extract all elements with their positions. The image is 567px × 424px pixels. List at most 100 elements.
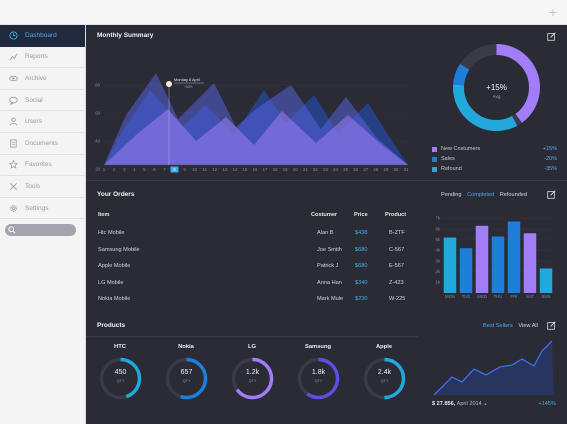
header-item: Item — [98, 212, 110, 218]
cell-item: LG Mobile — [98, 279, 124, 286]
bar-category-label: THU — [494, 294, 503, 299]
cell-price[interactable]: $340 — [355, 279, 368, 286]
product-ring[interactable]: 1.8k QTY — [296, 356, 341, 401]
donut-segment-new-costumers[interactable] — [453, 44, 540, 131]
edit-icon[interactable] — [547, 321, 556, 330]
orders-status-tabs: Pending Completed Refounded — [441, 192, 527, 198]
view-all-link[interactable]: View All — [518, 323, 538, 329]
product-ring[interactable]: 1.2k QTY — [230, 356, 275, 401]
bar-fri[interactable] — [507, 221, 521, 293]
tools-icon — [8, 181, 18, 191]
cell-price[interactable]: $680 — [355, 263, 368, 269]
sidebar-item-favorites[interactable]: Favorites — [0, 155, 85, 177]
orders-title: Your Orders — [97, 191, 135, 198]
sidebar-item-label: Users — [25, 118, 42, 126]
tooltip-label: Monday 8 April — [174, 77, 200, 82]
legend-swatch — [432, 147, 437, 152]
x-tick-label: 10 — [192, 167, 197, 172]
cell-product: E-567 — [389, 263, 404, 269]
bar-wed[interactable] — [475, 225, 489, 293]
cell-customer: Mark Mule — [317, 296, 344, 302]
search-input[interactable] — [5, 224, 76, 236]
search-icon — [8, 226, 16, 234]
gear-icon — [8, 203, 18, 213]
product-ring[interactable]: 2.4k QTY — [362, 356, 407, 401]
header-price: Price — [354, 212, 368, 218]
sidebar-item-tools[interactable]: Tools — [0, 176, 85, 198]
legend-swatch — [432, 157, 437, 162]
monthly-summary-chart: 806040200 123456789101112131415161718192… — [95, 73, 409, 173]
x-tick-label: 18 — [273, 167, 278, 172]
x-tick-label: 4 — [133, 167, 136, 172]
bar-sun[interactable] — [539, 268, 553, 293]
edit-icon[interactable] — [547, 32, 556, 41]
sidebar-item-label: Settings — [25, 204, 49, 212]
bar-category-label: FRI — [511, 294, 518, 299]
tab-completed[interactable]: Completed — [467, 192, 495, 198]
header-product: Product — [385, 212, 407, 218]
x-tick-label: 5 — [143, 167, 146, 172]
donut-segment-refound[interactable] — [453, 44, 540, 131]
tooltip-marker[interactable] — [166, 81, 173, 88]
x-tick-label: 28 — [373, 167, 378, 172]
x-tick-label: 16 — [253, 167, 258, 172]
donut-center-value: +15% — [486, 83, 507, 92]
chart-line-icon — [8, 52, 18, 62]
tooltip-value: +58% — [184, 85, 193, 89]
star-icon — [8, 160, 18, 170]
legend-pct: -35% — [544, 166, 557, 172]
document-icon — [8, 138, 18, 148]
bar-mon[interactable] — [443, 237, 457, 293]
sidebar-item-reports[interactable]: Reports — [0, 47, 85, 69]
ring-graphic — [165, 357, 208, 400]
bar-sat[interactable] — [523, 233, 537, 293]
bar-category-label: SUN — [541, 294, 550, 299]
best-sellers-link[interactable]: Best Sellers — [483, 323, 513, 329]
chat-bubble-icon — [8, 95, 18, 105]
tab-refounded[interactable]: Refounded — [499, 192, 528, 198]
tab-pending[interactable]: Pending — [441, 192, 462, 198]
edit-icon[interactable] — [547, 190, 556, 199]
sidebar-item-archive[interactable]: Archive — [0, 68, 85, 90]
sales-area — [434, 341, 554, 395]
bar-category-label: WED — [477, 294, 487, 299]
sidebar-item-label: Reports — [25, 53, 48, 61]
sales-line-chart — [433, 340, 554, 396]
sidebar-item-social[interactable]: Social — [0, 90, 85, 112]
x-tick-label: 3 — [123, 167, 126, 172]
sales-period: April 2014 — [456, 401, 482, 407]
x-tick-label: 24 — [333, 167, 338, 172]
product-ring[interactable]: 450 QTY — [98, 356, 143, 401]
bar-y-tick-label: 3k — [435, 258, 440, 263]
cell-price[interactable]: $438 — [355, 230, 368, 236]
sidebar-item-label: Archive — [25, 74, 47, 82]
bar-thu[interactable] — [491, 236, 505, 293]
product-name: Nokia — [178, 344, 194, 350]
bar-category-label: SAT — [526, 294, 534, 299]
selected-day-highlight[interactable] — [170, 166, 179, 173]
summary-donut: +15% Avg — [453, 44, 540, 131]
x-tick-label: 7 — [163, 167, 166, 172]
x-tick-label: 12 — [212, 167, 217, 172]
sidebar-item-documents[interactable]: Documents — [0, 133, 85, 155]
x-tick-label: 27 — [363, 167, 368, 172]
x-tick-label: 23 — [323, 167, 328, 172]
bar-tue[interactable] — [459, 248, 473, 293]
legend-label: New Costumers — [441, 146, 481, 152]
cell-item: Nokia Mobile — [98, 296, 131, 302]
add-icon[interactable]: + — [548, 4, 557, 20]
y-tick-label: 80 — [95, 83, 100, 88]
product-name: Apple — [375, 344, 393, 350]
cell-price[interactable]: $230 — [355, 296, 368, 302]
x-tick-label: 21 — [303, 167, 308, 172]
y-tick-label: 20 — [95, 167, 100, 172]
cell-product: Z-423 — [389, 279, 404, 286]
product-ring[interactable]: 657 QTY — [164, 356, 209, 401]
cell-price[interactable]: $680 — [355, 246, 368, 253]
cell-product: B-ZTF — [389, 230, 405, 236]
sidebar-item-label: Favorites — [25, 161, 52, 169]
sidebar-item-dashboard[interactable]: Dashboard — [0, 25, 85, 47]
sidebar-item-users[interactable]: Users — [0, 111, 85, 133]
x-tick-label: 1 — [103, 167, 106, 172]
sidebar-item-settings[interactable]: Settings — [0, 198, 85, 220]
